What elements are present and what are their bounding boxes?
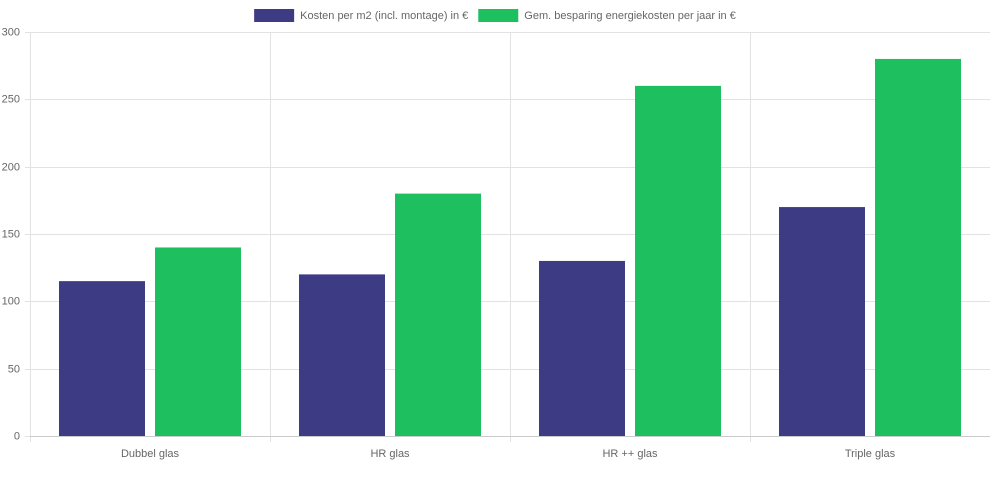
bar [539,260,625,436]
bar [635,85,721,436]
bar [299,274,385,436]
y-tick-label: 150 [2,228,20,240]
y-tick-label: 50 [8,363,20,375]
legend-label: Gem. besparing energiekosten per jaar in… [524,10,736,22]
bar [395,193,481,436]
x-tick-label: Dubbel glas [121,448,180,460]
x-tick-label: Triple glas [845,448,896,460]
y-tick-label: 250 [2,93,20,105]
y-tick-label: 300 [2,26,20,38]
bar [59,281,145,436]
bar [875,58,961,436]
bar [155,247,241,436]
y-tick-label: 200 [2,161,20,173]
legend-swatch [254,9,295,22]
bar [779,207,865,436]
x-tick-label: HR glas [370,448,410,460]
y-tick-label: 100 [2,295,20,307]
legend-label: Kosten per m2 (incl. montage) in € [300,10,468,22]
legend-swatch [478,9,519,22]
x-tick-label: HR ++ glas [602,448,658,460]
y-tick-label: 0 [14,430,20,442]
